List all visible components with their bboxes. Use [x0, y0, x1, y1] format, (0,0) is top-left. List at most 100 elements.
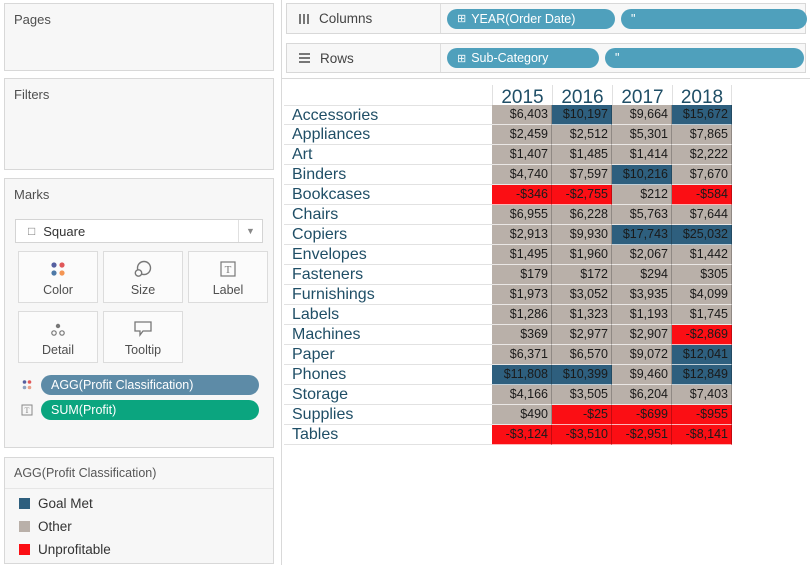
table-cell[interactable]: $1,286 [492, 305, 552, 325]
table-cell[interactable]: $7,403 [672, 385, 732, 405]
pill-agg-profit-classification[interactable]: AGG(Profit Classification) [41, 375, 259, 395]
table-cell[interactable]: $3,935 [612, 285, 672, 305]
table-cell[interactable]: $490 [492, 405, 552, 425]
row-label[interactable]: Paper [284, 345, 492, 365]
chevron-down-icon[interactable]: ▼ [238, 220, 262, 242]
table-cell[interactable]: $7,670 [672, 165, 732, 185]
legend-item-unprofitable[interactable]: Unprofitable [19, 542, 111, 557]
tooltip-button[interactable]: Tooltip [103, 311, 183, 363]
table-cell[interactable]: $12,041 [672, 345, 732, 365]
table-cell[interactable]: $1,495 [492, 245, 552, 265]
table-cell[interactable]: $10,197 [552, 105, 612, 125]
table-cell[interactable]: $1,407 [492, 145, 552, 165]
table-cell[interactable]: $7,865 [672, 125, 732, 145]
table-cell[interactable]: $1,960 [552, 245, 612, 265]
table-cell[interactable]: $4,099 [672, 285, 732, 305]
legend-item-goal-met[interactable]: Goal Met [19, 496, 93, 511]
table-cell[interactable]: -$25 [552, 405, 612, 425]
pill-sub-category[interactable]: ⊞ Sub-Category [447, 48, 599, 68]
row-label[interactable]: Labels [284, 305, 492, 325]
pill-sum-profit[interactable]: SUM(Profit) [41, 400, 259, 420]
table-cell[interactable]: $15,672 [672, 105, 732, 125]
table-cell[interactable]: $1,745 [672, 305, 732, 325]
row-label[interactable]: Chairs [284, 205, 492, 225]
color-button[interactable]: Color [18, 251, 98, 303]
table-cell[interactable]: $5,301 [612, 125, 672, 145]
table-cell[interactable]: $3,505 [552, 385, 612, 405]
filters-card[interactable]: Filters [4, 78, 274, 170]
table-cell[interactable]: $4,740 [492, 165, 552, 185]
table-cell[interactable]: $1,442 [672, 245, 732, 265]
pages-card[interactable]: Pages [4, 3, 274, 71]
table-cell[interactable]: -$699 [612, 405, 672, 425]
table-cell[interactable]: $9,460 [612, 365, 672, 385]
table-cell[interactable]: $294 [612, 265, 672, 285]
table-cell[interactable]: -$584 [672, 185, 732, 205]
mark-type-dropdown[interactable]: □ Square ▼ [15, 219, 263, 243]
table-cell[interactable]: $179 [492, 265, 552, 285]
size-button[interactable]: Size [103, 251, 183, 303]
table-cell[interactable]: $305 [672, 265, 732, 285]
row-label[interactable]: Supplies [284, 405, 492, 425]
pill-quote-field-columns[interactable]: " [621, 8, 807, 29]
text-label-icon[interactable]: T [13, 404, 41, 416]
table-cell[interactable]: $1,323 [552, 305, 612, 325]
table-cell[interactable]: $2,512 [552, 125, 612, 145]
row-label[interactable]: Appliances [284, 125, 492, 145]
table-cell[interactable]: -$3,124 [492, 425, 552, 445]
columns-shelf[interactable]: Columns ⊞ YEAR(Order Date) " [286, 3, 807, 34]
row-label[interactable]: Accessories [284, 105, 492, 125]
table-cell[interactable]: $6,371 [492, 345, 552, 365]
table-cell[interactable]: $6,570 [552, 345, 612, 365]
table-cell[interactable]: $9,072 [612, 345, 672, 365]
row-label[interactable]: Art [284, 145, 492, 165]
table-cell[interactable]: $6,955 [492, 205, 552, 225]
table-cell[interactable]: $12,849 [672, 365, 732, 385]
row-label[interactable]: Binders [284, 165, 492, 185]
table-cell[interactable]: $4,166 [492, 385, 552, 405]
row-label[interactable]: Tables [284, 425, 492, 445]
table-cell[interactable]: $2,977 [552, 325, 612, 345]
row-label[interactable]: Storage [284, 385, 492, 405]
table-cell[interactable]: $2,913 [492, 225, 552, 245]
table-cell[interactable]: $25,032 [672, 225, 732, 245]
table-cell[interactable]: $9,664 [612, 105, 672, 125]
label-button[interactable]: T Label [188, 251, 268, 303]
table-cell[interactable]: $2,222 [672, 145, 732, 165]
table-cell[interactable]: $10,216 [612, 165, 672, 185]
table-cell[interactable]: $1,193 [612, 305, 672, 325]
table-cell[interactable]: $6,228 [552, 205, 612, 225]
table-cell[interactable]: -$2,869 [672, 325, 732, 345]
row-label[interactable]: Copiers [284, 225, 492, 245]
row-label[interactable]: Bookcases [284, 185, 492, 205]
expand-plus-icon[interactable]: ⊞ [457, 52, 467, 65]
expand-plus-icon[interactable]: ⊞ [457, 13, 467, 25]
table-cell[interactable]: $1,414 [612, 145, 672, 165]
table-cell[interactable]: $1,973 [492, 285, 552, 305]
table-cell[interactable]: $9,930 [552, 225, 612, 245]
row-label[interactable]: Fasteners [284, 265, 492, 285]
row-label[interactable]: Machines [284, 325, 492, 345]
table-cell[interactable]: $212 [612, 185, 672, 205]
table-cell[interactable]: $369 [492, 325, 552, 345]
table-cell[interactable]: -$8,141 [672, 425, 732, 445]
detail-button[interactable]: Detail [18, 311, 98, 363]
table-cell[interactable]: $2,459 [492, 125, 552, 145]
table-cell[interactable]: $1,485 [552, 145, 612, 165]
table-cell[interactable]: -$3,510 [552, 425, 612, 445]
table-cell[interactable]: $5,763 [612, 205, 672, 225]
table-cell[interactable]: $2,907 [612, 325, 672, 345]
table-cell[interactable]: $3,052 [552, 285, 612, 305]
row-label[interactable]: Envelopes [284, 245, 492, 265]
pill-quote-field-rows[interactable]: " [605, 48, 804, 68]
row-label[interactable]: Furnishings [284, 285, 492, 305]
table-cell[interactable]: $17,743 [612, 225, 672, 245]
table-cell[interactable]: -$955 [672, 405, 732, 425]
table-cell[interactable]: $2,067 [612, 245, 672, 265]
table-cell[interactable]: -$2,755 [552, 185, 612, 205]
table-cell[interactable]: $11,808 [492, 365, 552, 385]
table-cell[interactable]: $10,399 [552, 365, 612, 385]
table-cell[interactable]: $6,204 [612, 385, 672, 405]
pill-year-order-date[interactable]: ⊞ YEAR(Order Date) [447, 8, 615, 29]
table-cell[interactable]: $172 [552, 265, 612, 285]
